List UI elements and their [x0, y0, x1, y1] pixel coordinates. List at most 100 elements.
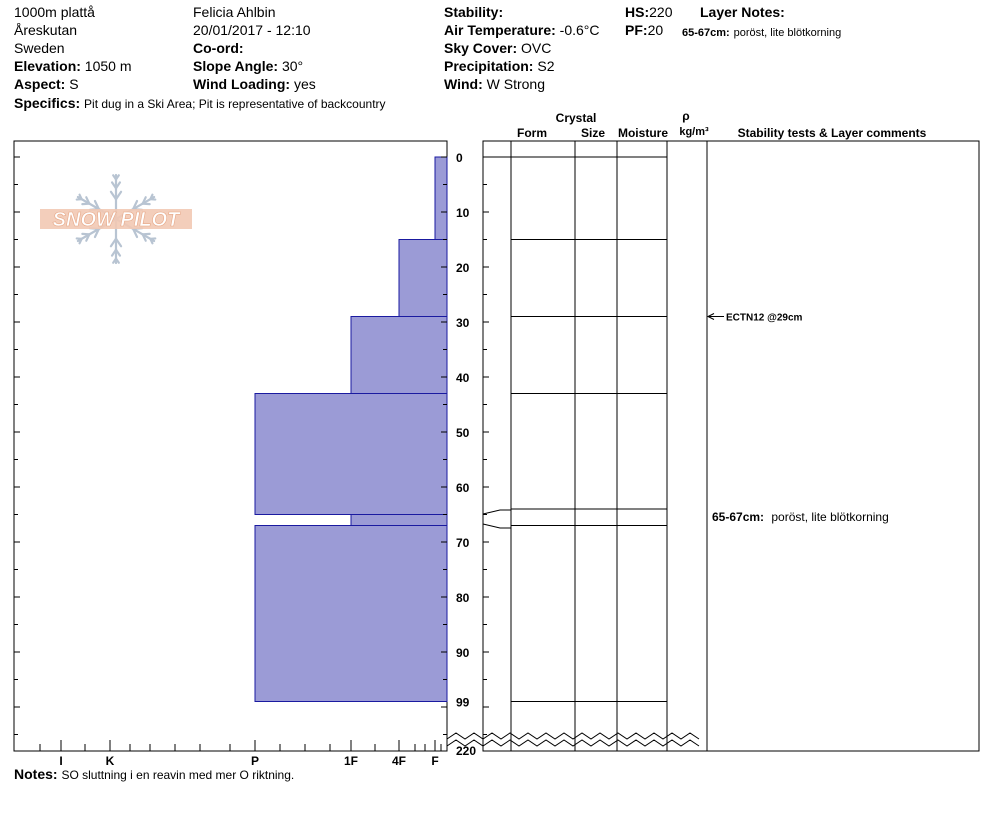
- notes-value: SO sluttning i en reavin med mer O riktn…: [61, 768, 295, 782]
- wind-row: Wind: W Strong: [444, 76, 545, 93]
- depth-label-70: 70: [456, 536, 470, 550]
- hardness-bar-3: [254, 393, 448, 515]
- depth-label-20: 20: [456, 261, 470, 275]
- depth-label-220: 220: [456, 744, 476, 758]
- hardness-bar-0: [434, 156, 448, 240]
- snowflake-branch-1-2-1: [78, 193, 83, 201]
- observer-name: Felicia Ahlbin: [193, 4, 276, 20]
- stability-test-arrow-head: [706, 313, 715, 320]
- depth-label-80: 80: [456, 591, 470, 605]
- precipitation-label: Precipitation:: [444, 58, 534, 74]
- snowflake-branch-3-0-1: [109, 237, 118, 248]
- aspect-row: Aspect: S: [14, 76, 79, 93]
- layer-note-row: 65-67cm: poröst, lite blötkorning: [682, 23, 841, 42]
- snowflake-branch-0-0-1: [114, 190, 123, 201]
- layer-table-frame: [482, 140, 980, 752]
- layer-comment-depth: 65-67cm:: [712, 510, 764, 524]
- rho-header: ρ: [682, 109, 689, 123]
- elevation-row: Elevation: 1050 m: [14, 58, 132, 75]
- elevation-label: Elevation:: [14, 58, 81, 74]
- snowflake-branch-3-1-1: [110, 248, 118, 257]
- observation-datetime: 20/01/2017 - 12:10: [193, 22, 311, 38]
- hardness-bar-5: [254, 525, 448, 702]
- snowflake-branch-4-2-1: [149, 237, 154, 245]
- size-header: Size: [581, 126, 605, 140]
- wind-loading-row: Wind Loading: yes: [193, 76, 316, 93]
- sky-cover-label: Sky Cover:: [444, 40, 518, 56]
- depth-label-10: 10: [456, 206, 470, 220]
- hs-row: HS:220: [625, 4, 672, 21]
- layer-comment-text: poröst, lite blötkorning: [771, 510, 888, 524]
- depth-axis: 0 10 20 30 40 50 60 70 80 90 99 220: [14, 151, 489, 758]
- sky-cover-value: OVC: [521, 40, 552, 56]
- layer-connector-top: [482, 509, 511, 515]
- depth-label-99: 99: [456, 696, 470, 710]
- stability-test-label: ECTN12 @29cm: [726, 313, 803, 324]
- pf-label: PF:: [625, 22, 648, 38]
- hardness-bar-1: [398, 239, 448, 317]
- specifics-value: Pit dug in a Ski Area; Pit is representa…: [84, 97, 386, 111]
- depth-break-zigzag-top: [446, 732, 700, 740]
- hs-label: HS:: [625, 4, 650, 20]
- sky-cover-row: Sky Cover: OVC: [444, 40, 551, 57]
- precipitation-row: Precipitation: S2: [444, 58, 554, 75]
- slope-row: Slope Angle: 30°: [193, 58, 303, 75]
- snowflake-branch-2-1-1: [81, 232, 91, 236]
- layer-note-text: poröst, lite blötkorning: [733, 27, 842, 39]
- specifics-label: Specifics:: [14, 95, 81, 111]
- layer-notes-label: Layer Notes:: [700, 4, 785, 20]
- depth-label-40: 40: [456, 371, 470, 385]
- stability-label: Stability:: [444, 4, 504, 20]
- area-name: Åreskutan: [14, 22, 78, 38]
- depth-break-zigzag-bottom: [446, 739, 700, 747]
- depth-label-50: 50: [456, 426, 470, 440]
- wind-loading-label: Wind Loading:: [193, 76, 291, 92]
- pf-row: PF:20: [625, 22, 663, 39]
- air-temp-value: -0.6°C: [559, 22, 600, 38]
- depth-label-0: 0: [456, 151, 463, 165]
- hardness-tick-label-4F: 4F: [392, 754, 406, 768]
- snowpilot-logo: SNOW PILOT: [40, 173, 192, 265]
- snowflake-branch-4-1-1: [141, 233, 147, 242]
- hardness-tick-label-I: I: [59, 754, 62, 768]
- depth-label-90: 90: [456, 646, 470, 660]
- slope-label: Slope Angle:: [193, 58, 279, 74]
- wind-value: W Strong: [486, 76, 545, 92]
- layer-comment: 65-67cm: poröst, lite blötkorning: [712, 510, 889, 524]
- form-header: Form: [517, 126, 547, 140]
- hardness-axis: I K P 1F 4F F: [13, 740, 442, 768]
- hardness-tick-label-1F: 1F: [344, 754, 358, 768]
- snowflake-branch-0-2-1: [114, 174, 120, 181]
- elevation-value: 1050 m: [84, 58, 132, 74]
- country-name: Sweden: [14, 40, 65, 56]
- depth-label-30: 30: [456, 316, 470, 330]
- layer-connector-bottom: [482, 523, 511, 529]
- layer-note-depth: 65-67cm:: [682, 27, 730, 39]
- slope-value: 30°: [281, 58, 304, 74]
- air-temp-row: Air Temperature: -0.6°C: [444, 22, 600, 39]
- aspect-value: S: [69, 76, 79, 92]
- stability-comments-header: Stability tests & Layer comments: [738, 126, 927, 140]
- snowflake-branch-4-0-1: [132, 227, 139, 239]
- wind-loading-value: yes: [293, 76, 316, 92]
- comments-area: ECTN12 @29cm 65-67cm: poröst, lite blötk…: [706, 313, 889, 524]
- hardness-tick-label-F: F: [431, 754, 438, 768]
- hardness-bar-4: [350, 514, 448, 526]
- logo-text: SNOW PILOT: [53, 209, 181, 231]
- notes-row: Notes: SO sluttning i en reavin med mer …: [14, 766, 294, 784]
- hardness-tick-label-K: K: [106, 754, 115, 768]
- snowflake-branch-3-2-1: [112, 257, 118, 264]
- snowflake-branch-5-1-1: [141, 202, 151, 206]
- snowflake-branch-2-0-0: [93, 227, 100, 239]
- aspect-label: Aspect:: [14, 76, 66, 92]
- snowflake-branch-0-1-1: [114, 181, 122, 190]
- snowflake-branch-3-0-0: [114, 237, 123, 248]
- specifics-row: Specifics: Pit dug in a Ski Area; Pit is…: [14, 95, 386, 113]
- crystal-header: Crystal: [556, 111, 597, 125]
- density-header: kg/m³: [679, 126, 709, 138]
- location-name: 1000m plattå: [14, 4, 95, 20]
- hs-value: 220: [649, 4, 673, 20]
- moisture-header: Moisture: [618, 126, 668, 140]
- wind-label: Wind:: [444, 76, 483, 92]
